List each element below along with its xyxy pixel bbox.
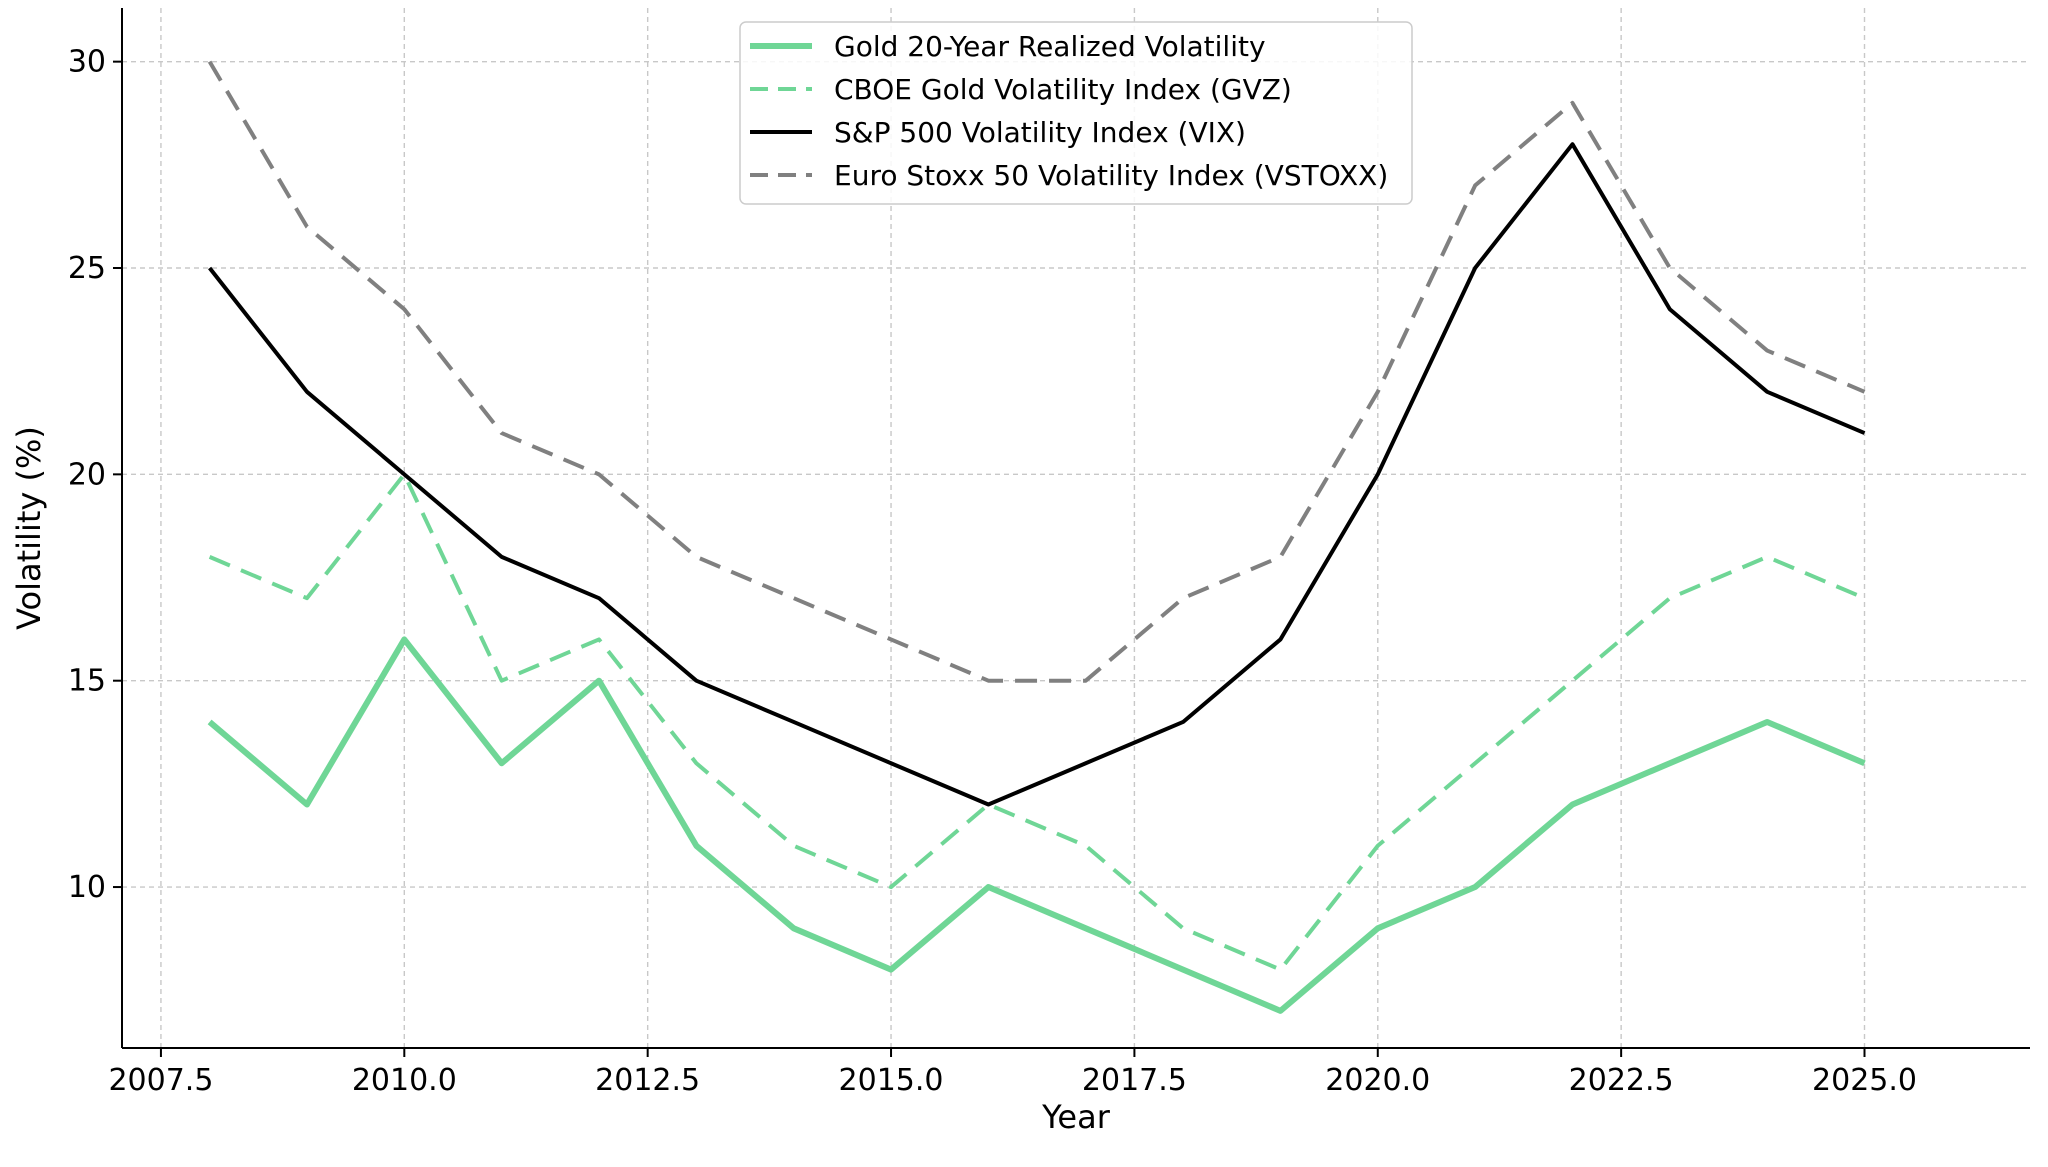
x-tick-label: 2017.5 xyxy=(1082,1063,1187,1098)
y-tick-label: 30 xyxy=(68,45,106,80)
legend-entry: Gold 20-Year Realized Volatility xyxy=(750,30,1266,63)
x-tick-label: 2025.0 xyxy=(1812,1063,1917,1098)
series-line-3 xyxy=(208,142,1866,807)
legend: Gold 20-Year Realized Volatility CBOE Gol… xyxy=(739,21,1413,205)
series-lines xyxy=(207,60,1866,1014)
legend-entry: Euro Stoxx 50 Volatility Index (VSTOXX) xyxy=(750,159,1388,192)
legend-entry: CBOE Gold Volatility Index (GVZ) xyxy=(750,73,1292,106)
legend-label: S&P 500 Volatility Index (VIX) xyxy=(834,116,1246,149)
y-tick-label: 15 xyxy=(68,664,106,699)
x-tick-label: 2007.5 xyxy=(108,1063,213,1098)
series-line-1 xyxy=(207,636,1866,1014)
y-tick-label: 25 xyxy=(68,251,106,286)
tick-labels: 2007.5 2010.0 2012.5 2015.0 2017.5 2020.0 2022… xyxy=(68,45,1917,1098)
x-tick-label: 2020.0 xyxy=(1325,1063,1430,1098)
legend-label: Gold 20-Year Realized Volatility xyxy=(834,30,1266,63)
x-tick-label: 2015.0 xyxy=(839,1063,944,1098)
y-tick-label: 10 xyxy=(68,870,106,905)
axis-labels: Year Volatility (%) xyxy=(10,426,1111,1136)
series-line-4 xyxy=(207,60,1866,683)
legend-label: CBOE Gold Volatility Index (GVZ) xyxy=(834,73,1292,106)
x-tick-label: 2010.0 xyxy=(352,1063,457,1098)
x-tick-label: 2022.5 xyxy=(1569,1063,1674,1098)
y-axis-label: Volatility (%) xyxy=(10,426,48,630)
legend-entry: S&P 500 Volatility Index (VIX) xyxy=(750,116,1246,149)
legend-box xyxy=(739,21,1413,205)
x-tick-label: 2012.5 xyxy=(595,1063,700,1098)
series-line-2 xyxy=(208,472,1866,972)
y-tick-label: 20 xyxy=(68,457,106,492)
axes xyxy=(113,8,2030,1057)
legend-label: Euro Stoxx 50 Volatility Index (VSTOXX) xyxy=(834,159,1388,192)
x-axis-label: Year xyxy=(1041,1098,1111,1136)
